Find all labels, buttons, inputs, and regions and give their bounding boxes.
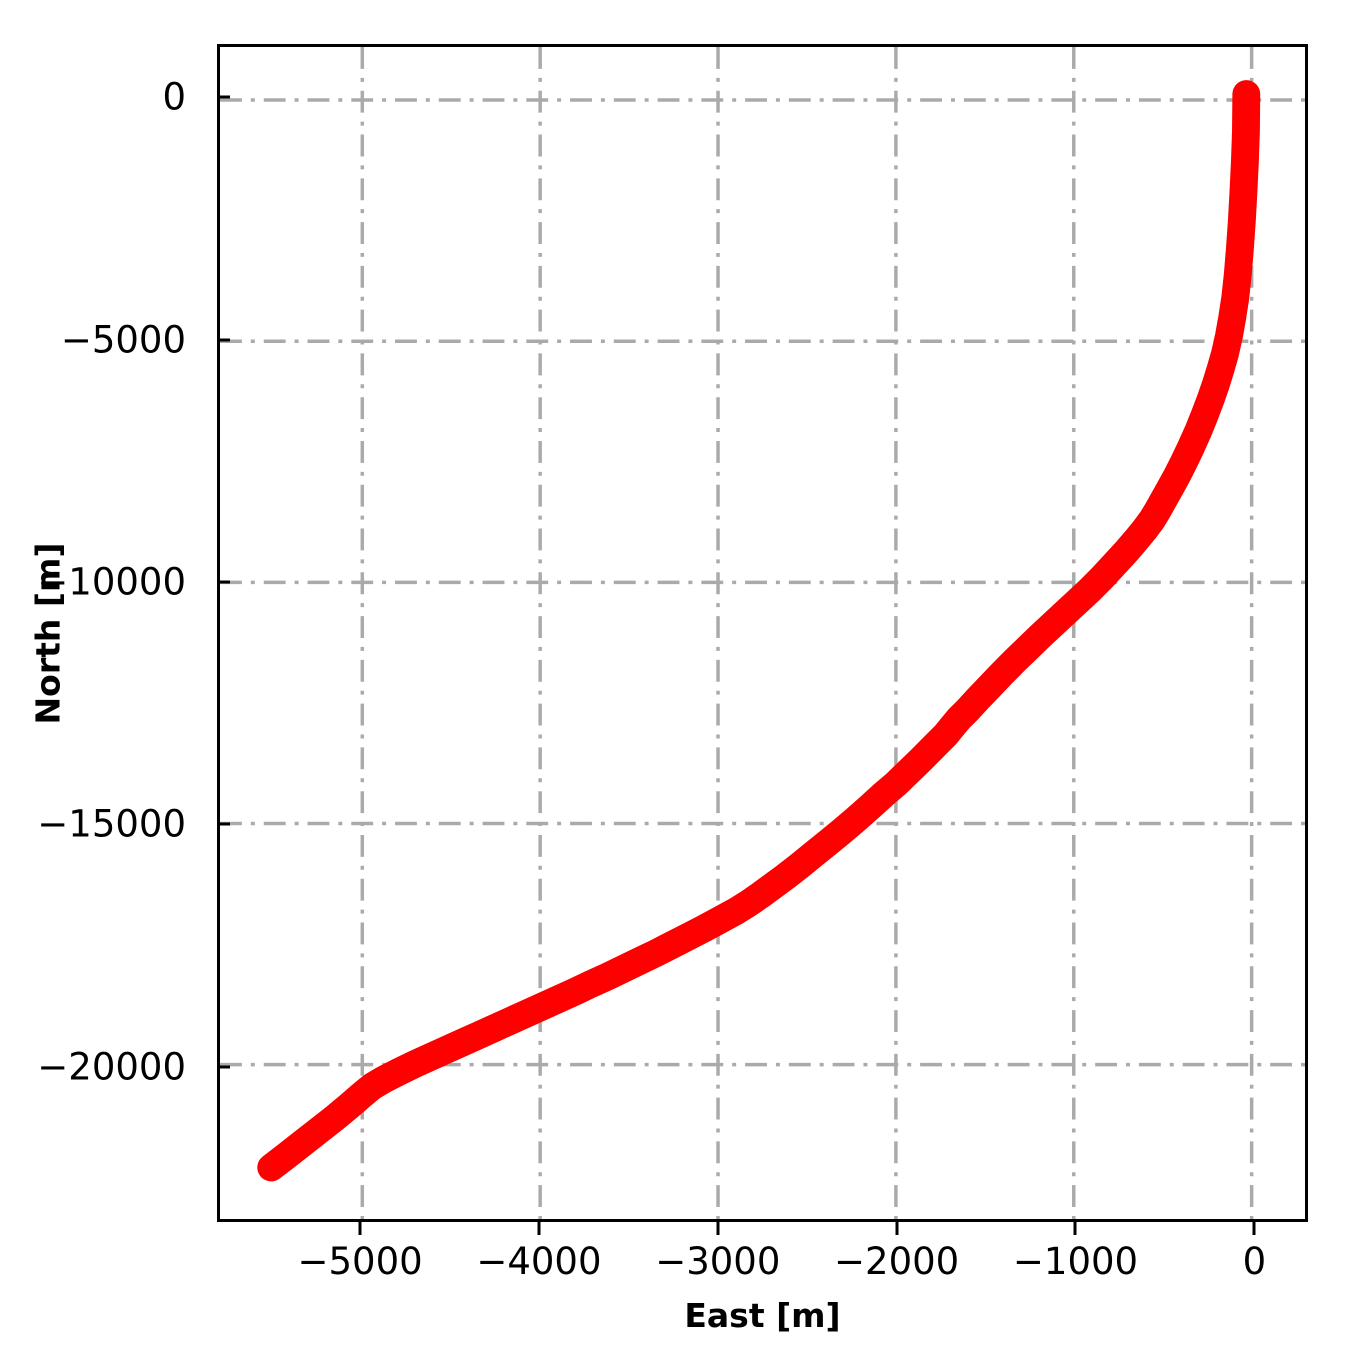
y-tick-label: −10000 [37, 560, 186, 604]
x-tick-label: 0 [1242, 1240, 1267, 1283]
x-tick-label: −3000 [655, 1240, 781, 1283]
x-tick-mark [895, 1222, 899, 1235]
y-tick-mark [217, 95, 230, 99]
data-series-trajectory [257, 80, 1261, 1182]
y-axis-label-text: North [m] [28, 542, 68, 724]
x-tick-mark [1252, 1222, 1256, 1235]
y-tick-label: −20000 [37, 1045, 186, 1089]
x-tick-mark [716, 1222, 720, 1235]
x-tick-mark [1073, 1222, 1077, 1235]
y-tick-mark [217, 338, 230, 342]
x-tick-label: −5000 [297, 1240, 423, 1283]
series-path [257, 80, 1261, 1182]
y-axis-label: North [m] [26, 44, 70, 1222]
x-axis-label: East [m] [684, 1296, 841, 1335]
y-tick-mark [217, 822, 230, 826]
x-tick-label: −1000 [1012, 1240, 1139, 1283]
y-tick-mark [217, 580, 230, 584]
x-tick-mark [358, 1222, 362, 1235]
x-tick-mark [537, 1222, 541, 1235]
y-tick-label: −5000 [60, 318, 186, 362]
y-tick-label: 0 [162, 75, 186, 119]
y-tick-label: −15000 [37, 802, 186, 846]
y-tick-mark [217, 1065, 230, 1069]
x-tick-label: −4000 [476, 1240, 602, 1283]
plot-area [217, 44, 1308, 1222]
x-tick-label: −2000 [834, 1240, 960, 1283]
